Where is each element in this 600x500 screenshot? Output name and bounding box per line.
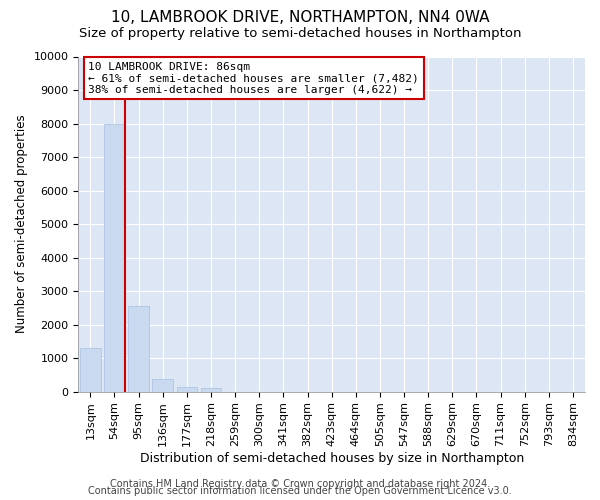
Text: 10 LAMBROOK DRIVE: 86sqm
← 61% of semi-detached houses are smaller (7,482)
38% o: 10 LAMBROOK DRIVE: 86sqm ← 61% of semi-d… — [88, 62, 419, 94]
Text: Size of property relative to semi-detached houses in Northampton: Size of property relative to semi-detach… — [79, 28, 521, 40]
Text: Contains public sector information licensed under the Open Government Licence v3: Contains public sector information licen… — [88, 486, 512, 496]
Bar — [176, 386, 197, 392]
Text: 10, LAMBROOK DRIVE, NORTHAMPTON, NN4 0WA: 10, LAMBROOK DRIVE, NORTHAMPTON, NN4 0WA — [111, 10, 489, 25]
Y-axis label: Number of semi-detached properties: Number of semi-detached properties — [15, 115, 28, 334]
Bar — [104, 124, 125, 392]
Bar — [128, 306, 149, 392]
Bar — [152, 378, 173, 392]
Text: Contains HM Land Registry data © Crown copyright and database right 2024.: Contains HM Land Registry data © Crown c… — [110, 479, 490, 489]
Bar — [80, 348, 101, 392]
X-axis label: Distribution of semi-detached houses by size in Northampton: Distribution of semi-detached houses by … — [140, 452, 524, 465]
Bar — [201, 388, 221, 392]
